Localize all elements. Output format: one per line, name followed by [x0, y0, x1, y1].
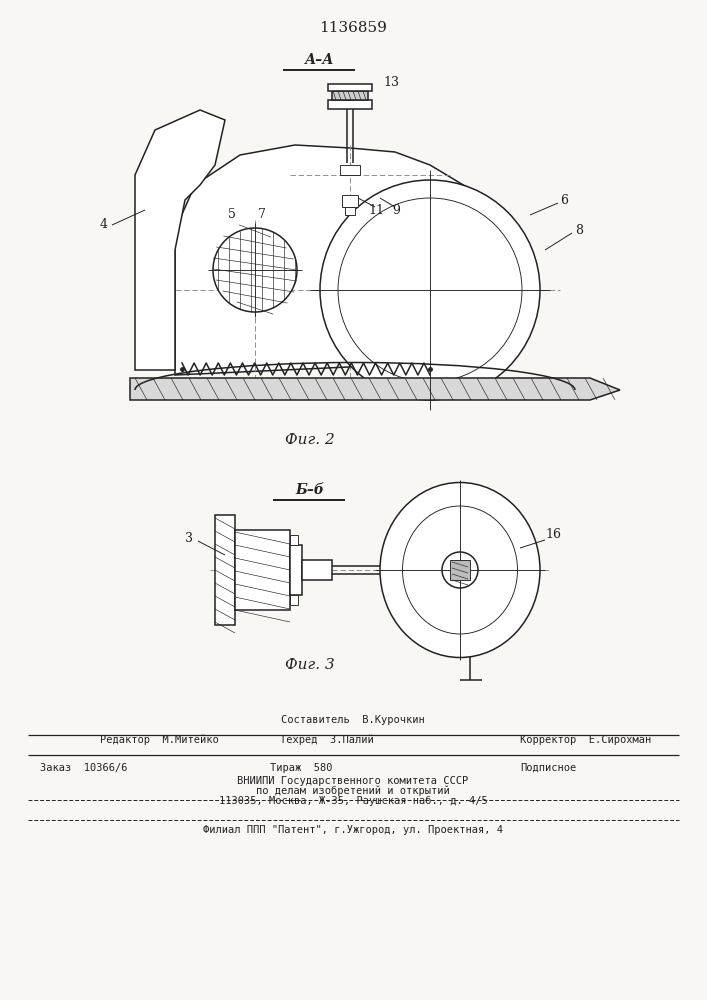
Polygon shape [135, 110, 225, 370]
Circle shape [320, 180, 540, 400]
Ellipse shape [380, 483, 540, 658]
Text: А–А: А–А [305, 53, 334, 67]
Text: 6: 6 [560, 194, 568, 207]
Text: Техред  З.Палий: Техред З.Палий [280, 735, 374, 745]
Text: Редактор  М.Митейко: Редактор М.Митейко [100, 735, 218, 745]
Bar [290, 535, 298, 545]
Text: Филиал ППП "Патент", г.Ужгород, ул. Проектная, 4: Филиал ППП "Патент", г.Ужгород, ул. Прое… [203, 825, 503, 835]
Bar [342, 195, 358, 207]
Text: Корректор  Е.Сирохман: Корректор Е.Сирохман [520, 735, 651, 745]
Bar [235, 530, 290, 610]
Text: Составитель  В.Курочкин: Составитель В.Курочкин [281, 715, 425, 725]
Text: Подписное: Подписное [520, 763, 576, 773]
Text: Фиг. 2: Фиг. 2 [285, 433, 335, 447]
Polygon shape [130, 378, 620, 400]
Text: 13: 13 [383, 76, 399, 89]
Text: по делам изобретений и открытий: по делам изобретений и открытий [256, 786, 450, 796]
Polygon shape [175, 145, 520, 375]
Text: 113035, Москва, Ж-35, Раушская наб., д. 4/5: 113035, Москва, Ж-35, Раушская наб., д. … [218, 796, 487, 806]
Bar [345, 207, 355, 215]
Text: 9: 9 [392, 204, 400, 217]
Circle shape [442, 552, 478, 588]
Bar [328, 84, 372, 91]
Text: Б–б: Б–б [296, 483, 325, 497]
Bar [302, 560, 332, 580]
Text: ВНИИПИ Государственного комитета СССР: ВНИИПИ Государственного комитета СССР [238, 776, 469, 786]
Text: 11: 11 [368, 204, 384, 217]
Text: 1136859: 1136859 [319, 21, 387, 35]
Text: 16: 16 [545, 528, 561, 542]
Text: 8: 8 [575, 224, 583, 236]
Text: Заказ  10366/6: Заказ 10366/6 [40, 763, 127, 773]
Text: Фиг. 3: Фиг. 3 [285, 658, 335, 672]
Bar [332, 91, 368, 100]
Bar [290, 545, 302, 595]
Circle shape [213, 228, 297, 312]
Text: 3: 3 [185, 532, 193, 544]
Text: Тираж  580: Тираж 580 [270, 763, 332, 773]
Bar [215, 515, 235, 625]
Text: 7: 7 [258, 209, 266, 222]
Bar [290, 595, 298, 605]
Bar [450, 560, 470, 580]
Bar [340, 165, 360, 175]
Text: 4: 4 [100, 219, 108, 232]
Text: 5: 5 [228, 209, 236, 222]
Bar [328, 100, 372, 109]
